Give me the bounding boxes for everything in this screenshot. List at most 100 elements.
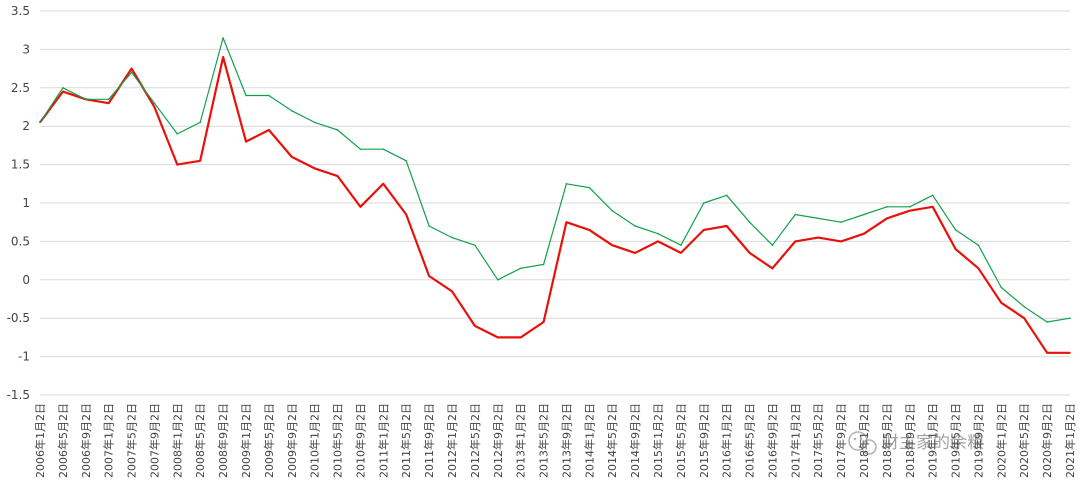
series-1-point — [176, 163, 179, 166]
series-1-point — [702, 229, 705, 231]
series-lines — [39, 37, 1071, 354]
series-2-point — [39, 121, 41, 124]
x-tick-label: 2008年1月2日 — [170, 403, 184, 478]
x-tick-label: 2019年9月2日 — [971, 403, 985, 478]
x-tick-label: 2015年1月2日 — [651, 403, 665, 478]
series-1-point — [840, 240, 842, 243]
x-tick-label: 2006年1月2日 — [33, 403, 47, 478]
y-tick-label: -1.5 — [7, 388, 30, 402]
series-2-point — [199, 121, 202, 124]
x-tick-label: 2012年9月2日 — [491, 403, 505, 478]
x-tick-label: 2018年9月2日 — [903, 403, 917, 478]
series-2-point — [268, 94, 270, 97]
series-2-point — [817, 217, 820, 220]
x-tick-label: 2017年1月2日 — [788, 403, 802, 478]
x-tick-label: 2008年5月2日 — [193, 403, 207, 478]
series-1-point — [62, 90, 64, 93]
series-1-point — [405, 213, 408, 216]
series-2-point — [107, 98, 110, 101]
x-tick-label: 2007年1月2日 — [102, 403, 116, 478]
series-1-point — [1069, 351, 1071, 354]
series-2-point — [931, 194, 934, 197]
y-tick-label: 1 — [22, 196, 30, 210]
series-1-point — [359, 206, 362, 208]
x-tick-label: 2011年1月2日 — [376, 403, 390, 478]
y-tick-label: 2 — [22, 119, 30, 133]
y-tick-label: -1 — [18, 350, 30, 364]
wechat-icon — [848, 431, 877, 455]
series-2-point — [1069, 317, 1071, 320]
series-1-point — [313, 167, 316, 170]
x-tick-label: 2014年1月2日 — [582, 403, 596, 478]
x-tick-label: 2021年1月2日 — [1063, 403, 1077, 478]
series-2-point — [84, 98, 87, 101]
y-tick-label: 0 — [22, 273, 30, 287]
series-2-point — [840, 221, 842, 223]
series-1-point — [519, 336, 522, 339]
series-2-point — [702, 202, 705, 204]
x-tick-label: 2019年1月2日 — [926, 403, 940, 478]
series-1-point — [336, 175, 339, 177]
x-tick-label: 2013年5月2日 — [537, 403, 551, 478]
y-axis-ticks: 3.5 3 2.5 2 1.5 1 0.5 0 -0.5 -1 -1.5 — [7, 4, 30, 402]
series-2-point — [451, 236, 453, 239]
series-1-point — [153, 106, 156, 108]
x-tick-label: 2016年1月2日 — [720, 403, 734, 478]
x-tick-label: 2013年9月2日 — [559, 403, 573, 478]
x-tick-label: 2009年9月2日 — [285, 403, 299, 478]
x-tick-label: 2007年5月2日 — [125, 403, 139, 478]
series-1-point — [474, 325, 476, 327]
series-2-point — [130, 71, 133, 74]
series-2-point — [680, 244, 682, 247]
series-2-point — [290, 110, 293, 112]
series-2-point — [382, 148, 385, 151]
series-2-point — [908, 206, 911, 208]
series-1-point — [199, 159, 202, 162]
series-1-point — [382, 183, 385, 185]
series-2-point — [863, 213, 865, 216]
series-2-point — [1000, 286, 1003, 289]
series-2-point — [565, 183, 568, 185]
y-tick-label: 2.5 — [11, 81, 30, 95]
x-tick-label: 2019年5月2日 — [949, 403, 963, 478]
y-tick-label: 0.5 — [11, 234, 30, 248]
x-tick-label: 2020年1月2日 — [994, 403, 1008, 478]
x-tick-label: 2010年1月2日 — [308, 403, 322, 478]
series-2-point — [222, 37, 224, 39]
series-1-point — [817, 236, 820, 239]
series-1-point — [908, 209, 911, 212]
series-2-point — [496, 279, 499, 281]
series-2-point — [771, 244, 774, 247]
series-line-1 — [39, 55, 1070, 354]
series-2-point — [359, 148, 362, 151]
series-1-point — [107, 102, 110, 104]
series-line-2 — [39, 37, 1071, 323]
series-2-point — [886, 206, 888, 208]
series-2-point — [542, 263, 545, 266]
series-2-point — [176, 133, 179, 135]
series-1-point — [611, 244, 614, 247]
y-tick-label: 3 — [22, 42, 30, 56]
x-tick-label: 2017年9月2日 — [834, 403, 848, 478]
series-2-point — [245, 94, 247, 97]
x-tick-label: 2010年5月2日 — [331, 403, 345, 478]
series-2-point — [428, 225, 430, 227]
x-tick-label: 2016年9月2日 — [765, 403, 779, 478]
x-tick-label: 2018年5月2日 — [880, 403, 894, 478]
series-1-point — [748, 252, 751, 254]
series-2-point — [1023, 305, 1026, 308]
series-2-point — [474, 244, 476, 247]
x-tick-label: 2009年1月2日 — [239, 403, 253, 478]
series-1-point — [130, 67, 133, 70]
series-2-point — [405, 159, 408, 162]
watermark-text: 财主家的余粮 — [882, 433, 984, 453]
x-tick-label: 2014年5月2日 — [605, 403, 619, 478]
x-tick-label: 2006年5月2日 — [56, 403, 70, 478]
x-tick-label: 2017年5月2日 — [811, 403, 825, 478]
series-1-point — [931, 206, 934, 208]
series-1-point — [222, 56, 224, 58]
series-1-point — [863, 232, 865, 235]
series-2-point — [657, 232, 659, 235]
watermark: 财主家的余粮 — [848, 431, 984, 455]
